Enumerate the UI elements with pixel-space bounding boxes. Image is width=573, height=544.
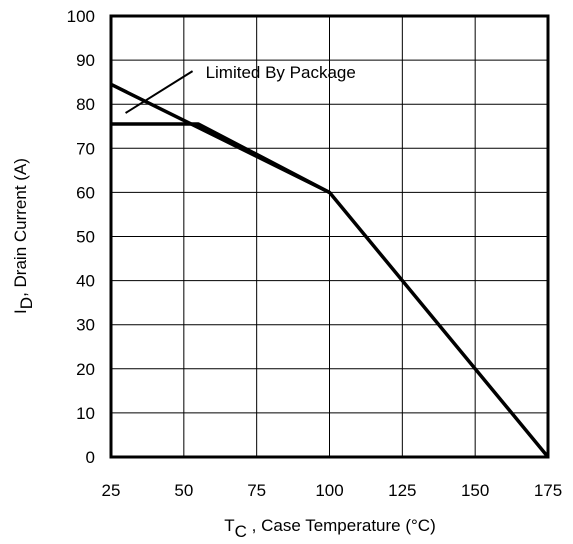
- y-tick-label: 60: [76, 183, 95, 202]
- y-tick-labels: 0 10 20 30 40 50 60 70 80 90 100: [67, 7, 95, 467]
- annotation-leader-0: [125, 70, 194, 114]
- annotation-label: Limited By Package: [206, 63, 356, 82]
- y-tick-label: 50: [76, 228, 95, 247]
- x-tick-labels: 25 50 75 100 125 150 175: [102, 481, 563, 500]
- x-tick-label: 150: [461, 481, 489, 500]
- y-tick-label: 100: [67, 7, 95, 26]
- y-tick-label: 90: [76, 51, 95, 70]
- y-axis-title-sub: D: [17, 297, 36, 309]
- x-tick-label: 25: [102, 481, 121, 500]
- y-tick-label: 40: [76, 272, 95, 291]
- y-tick-label: 20: [76, 360, 95, 379]
- annotations: Limited By Package: [125, 63, 356, 114]
- y-tick-label: 80: [76, 95, 95, 114]
- plot-frame: [109, 14, 550, 459]
- series-line-1: [111, 122, 331, 194]
- x-tick-label: 125: [388, 481, 416, 500]
- y-tick-label: 30: [76, 316, 95, 335]
- x-tick-label: 50: [174, 481, 193, 500]
- y-tick-label: 10: [76, 404, 95, 423]
- y-axis-title: ID, Drain Current (A): [11, 158, 36, 314]
- y-tick-label: 70: [76, 139, 95, 158]
- y-axis-title-main: I: [11, 309, 30, 314]
- x-axis-title-sub: C: [235, 522, 247, 541]
- y-tick-label: 0: [86, 448, 95, 467]
- x-tick-label: 100: [315, 481, 343, 500]
- y-axis-title-rest: , Drain Current (A): [11, 158, 30, 297]
- x-axis-title: TC , Case Temperature (°C): [224, 516, 436, 541]
- data-series: [110, 82, 550, 459]
- x-axis-title-main: T: [224, 516, 234, 535]
- x-tick-label: 175: [534, 481, 562, 500]
- x-tick-label: 75: [247, 481, 266, 500]
- x-axis-title-rest: , Case Temperature (°C): [247, 516, 436, 535]
